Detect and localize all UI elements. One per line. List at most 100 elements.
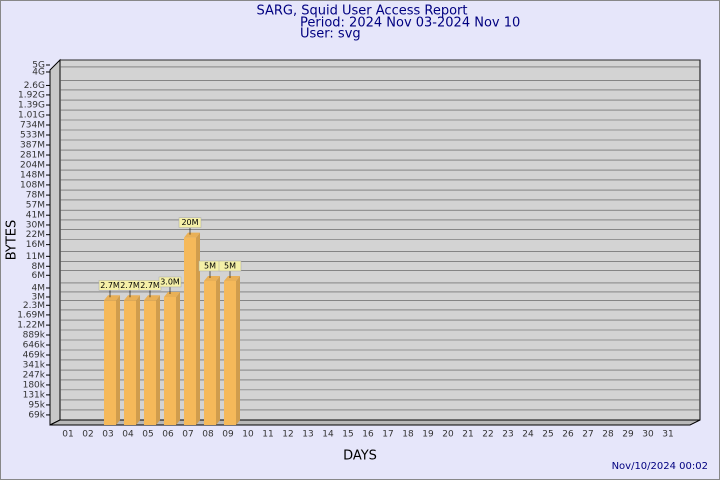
x-tick-label: 17 [382,430,393,440]
y-tick-label: 1.69M [17,310,45,320]
x-tick-label: 03 [102,430,113,440]
x-tick-label: 23 [502,430,513,440]
x-tick-label: 18 [402,430,414,440]
chart-user: User: svg [300,27,361,42]
left-wall [49,58,61,426]
footer: Nov/10/2024 00:02 [612,461,708,472]
value-label-box [178,217,202,228]
x-tick-label: 22 [482,430,493,440]
y-tick-label: 22M [26,230,45,240]
x-tick-label: 24 [522,430,534,440]
bar-side [176,291,180,425]
y-tick-label: 341k [23,360,46,370]
y-tick-label: 11M [26,252,45,262]
x-axis-label: DAYS [343,449,377,464]
bar-top [124,295,140,301]
y-tick-label: 1.92G [18,90,45,100]
bar-side [156,295,160,425]
y-tick-label: 204M [20,161,45,171]
bar-side [196,232,200,425]
y-tick-label: 95k [28,400,45,410]
y-tick-label: 1.01G [18,111,45,121]
x-tick-label: 21 [462,430,473,440]
x-tick-label: 15 [342,430,353,440]
y-tick-label: 41M [26,211,45,221]
bar [124,300,136,425]
x-tick-label: 28 [602,430,614,440]
y-tick-label: 16M [26,240,45,250]
bar-top [204,276,220,281]
y-tick-label: 734M [20,120,45,130]
value-label-box [158,276,182,288]
x-tick-label: 12 [282,430,293,440]
y-tick-label: 4G [32,67,45,77]
x-tick-label: 31 [662,430,673,440]
y-tick-label: 469k [23,351,46,361]
x-tick-label: 14 [322,430,334,440]
bar-side [236,276,240,425]
value-label: 20M [181,218,198,227]
bar-side [136,295,140,425]
bar-side [116,295,120,425]
y-tick-label: 889k [23,331,46,341]
x-tick-label: 09 [222,430,234,440]
bar-top [144,295,160,301]
y-tick-label: 387M [20,141,45,151]
bar-top [184,232,200,238]
y-tick-label: 3M [32,292,46,302]
y-tick-label: 281M [20,151,45,161]
y-tick-label: 1.22M [17,321,45,331]
y-tick-label: 6M [32,271,46,281]
y-tick-label: 5G [32,61,45,71]
bar [144,300,156,425]
y-tick-label: 533M [20,131,45,141]
y-tick-label: 247k [23,371,46,381]
x-tick-label: 07 [182,430,193,440]
bar [224,281,236,425]
x-tick-label: 08 [202,430,214,440]
x-tick-label: 06 [162,430,174,440]
x-tick-label: 16 [362,430,374,440]
value-label: 5M [204,262,216,271]
value-label: 5M [224,262,236,271]
bar-top [224,276,240,281]
x-tick-label: 25 [542,430,553,440]
y-tick-label: 108M [20,180,45,190]
x-tick-label: 05 [142,430,153,440]
x-tick-label: 30 [642,430,654,440]
y-tick-label: 2.6G [24,81,45,91]
x-tick-label: 29 [622,430,634,440]
x-tick-label: 10 [242,430,254,440]
x-tick-label: 20 [442,430,454,440]
y-tick-label: 8M [32,262,46,272]
bar-side [216,276,220,425]
bar [164,296,176,425]
y-tick-label: 57M [26,200,45,210]
value-label-box [218,260,242,272]
y-tick-label: 131k [23,390,46,400]
y-tick-label: 78M [26,191,45,201]
bar-top [164,291,180,297]
chart-title: SARG, Squid User Access Report [257,4,468,19]
y-tick-label: 180k [23,380,46,390]
bar-top [104,295,120,301]
y-tick-label: 148M [20,171,45,181]
x-tick-label: 19 [422,430,434,440]
bar [204,281,216,425]
value-label: 2.7M [120,281,140,290]
x-tick-label: 04 [122,430,134,440]
x-tick-label: 26 [562,430,574,440]
x-tick-label: 27 [582,430,593,440]
value-label: 2.7M [100,281,120,290]
x-tick-label: 02 [82,430,93,440]
bar [104,300,116,425]
y-axis-label: BYTES [5,220,20,261]
value-label: 3.0M [160,277,180,286]
y-tick-label: 30M [26,220,45,230]
x-tick-label: 01 [62,430,73,440]
bar [184,237,196,425]
y-tick-label: 69k [28,410,45,420]
y-tick-label: 4M [32,283,46,293]
chart-subtitle: Period: 2024 Nov 03-2024 Nov 10 [300,16,520,31]
